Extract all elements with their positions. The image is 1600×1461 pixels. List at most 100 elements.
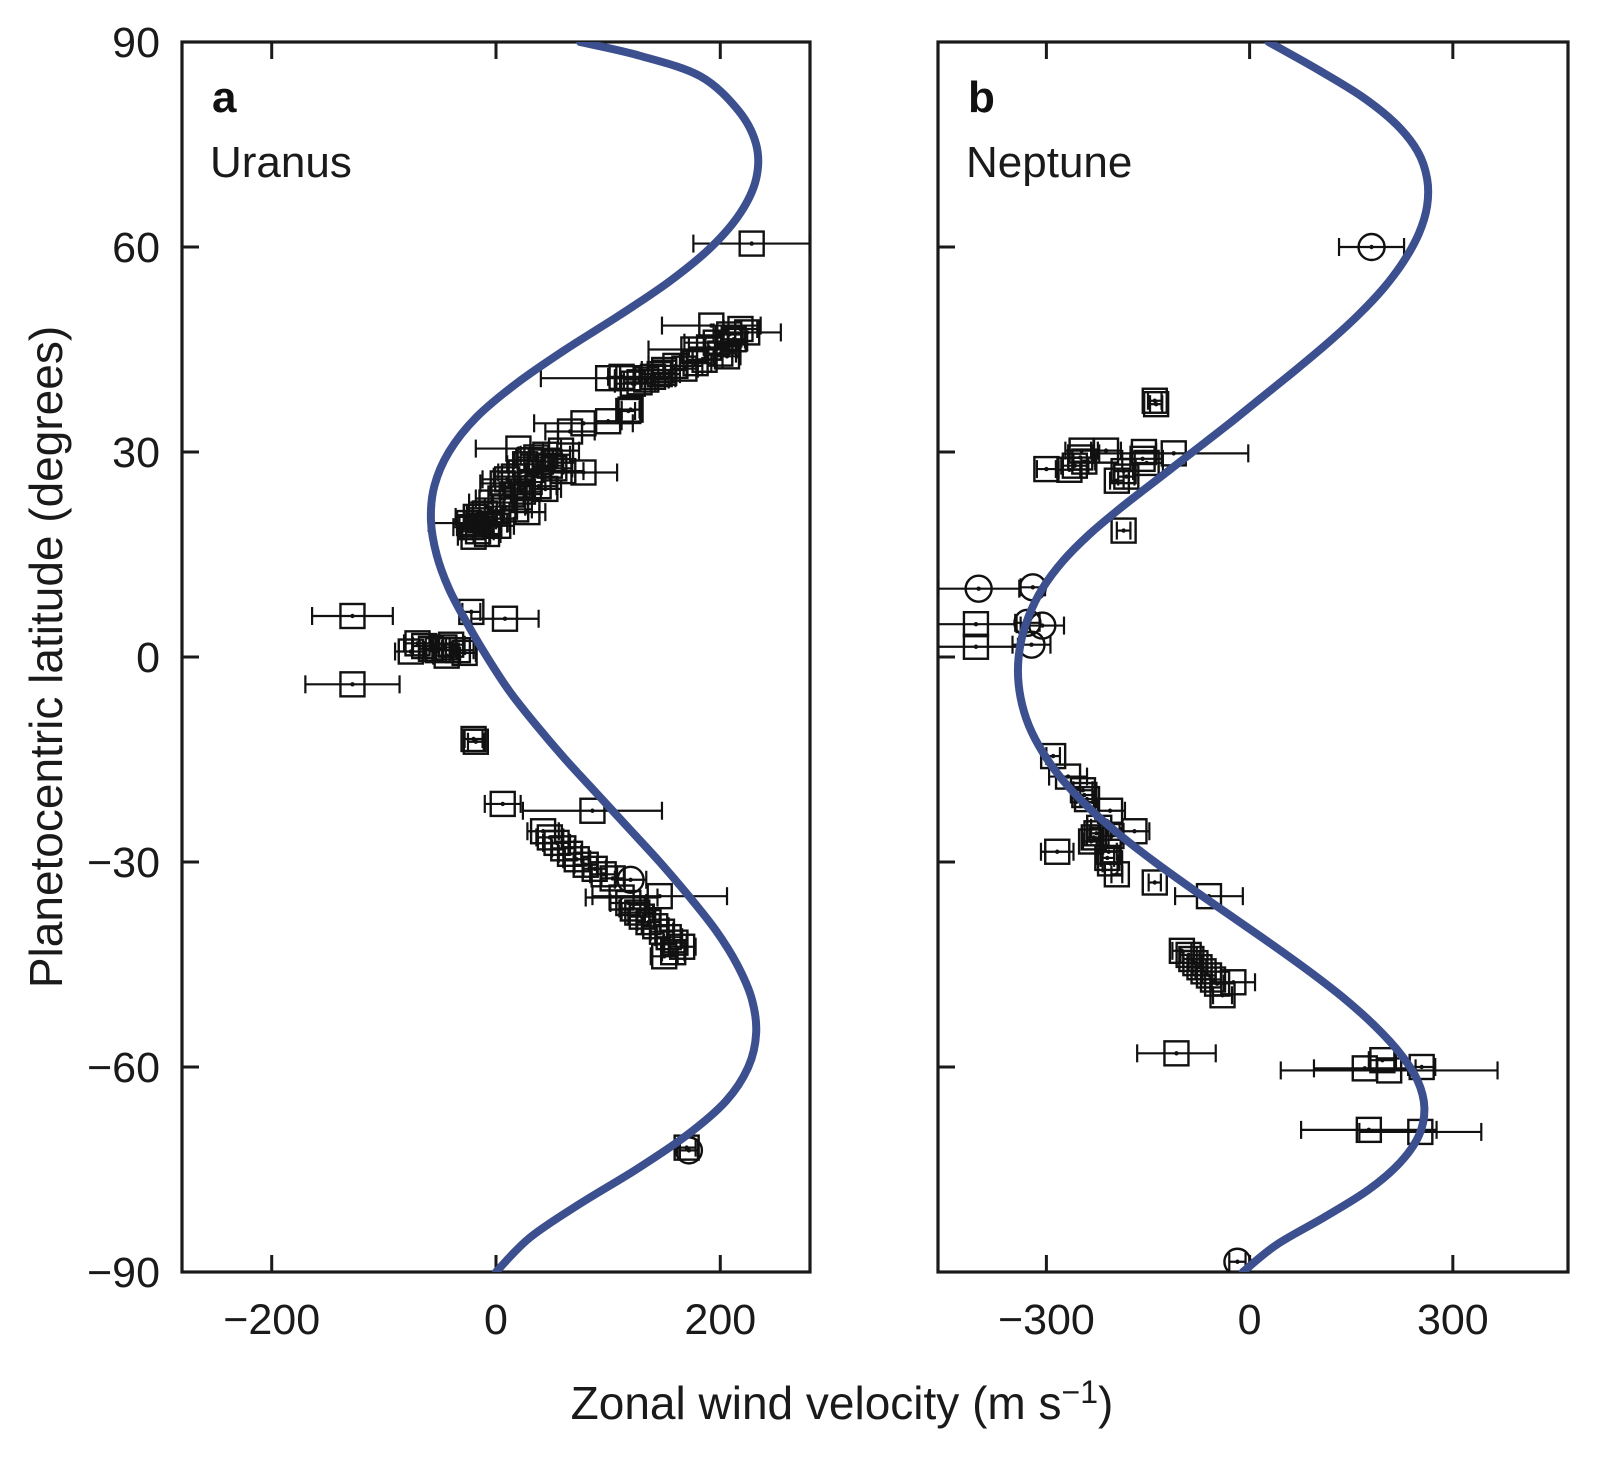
data-point — [393, 638, 428, 665]
data-point — [304, 671, 401, 698]
data-point — [462, 728, 490, 755]
marker-square — [572, 851, 599, 878]
marker-center-dot — [1124, 474, 1129, 479]
marker-center-dot — [662, 954, 667, 959]
marker-center-dot — [543, 486, 548, 492]
y-ticklabel--30: −30 — [87, 839, 160, 887]
marker-center-dot — [628, 877, 633, 882]
marker-center-dot — [581, 470, 586, 475]
marker-center-dot — [1152, 398, 1157, 403]
marker-center-dot — [1094, 831, 1099, 836]
marker-center-dot — [444, 653, 449, 658]
marker-center-dot — [749, 241, 754, 246]
marker-center-dot — [605, 376, 611, 381]
x-axis-title-exponent: −1 — [1062, 1374, 1098, 1410]
marker-center-dot — [973, 644, 979, 649]
marker-center-dot — [408, 649, 413, 654]
x-ticklabel-b-300: 300 — [1417, 1296, 1489, 1344]
data-point — [432, 642, 462, 669]
marker-center-dot — [473, 739, 479, 744]
data-point — [938, 611, 1018, 638]
marker-center-dot — [702, 357, 707, 362]
marker-square — [668, 933, 696, 960]
marker-center-dot — [505, 477, 510, 482]
marker-center-dot — [1082, 459, 1087, 464]
marker-square — [713, 343, 741, 370]
marker-square — [433, 642, 460, 669]
marker-center-dot — [590, 808, 595, 813]
x-axis-title: Zonal wind velocity (m s−1) — [571, 1374, 1114, 1429]
marker-square — [581, 855, 608, 883]
marker-center-dot — [1030, 585, 1036, 590]
data-point — [1060, 452, 1090, 479]
data-point — [470, 605, 540, 632]
panel-title-b: Neptune — [966, 138, 1132, 187]
marker-center-dot — [462, 650, 467, 656]
marker-center-dot — [976, 586, 981, 591]
marker-square — [514, 498, 541, 526]
marker-square — [1056, 456, 1083, 483]
marker-center-dot — [1088, 839, 1094, 844]
panel-letter-a: a — [212, 73, 237, 122]
marker-square — [1080, 824, 1108, 851]
data-point — [938, 574, 1021, 603]
marker-center-dot — [1140, 456, 1145, 462]
marker-square — [556, 418, 584, 445]
y-ticklabel-0: 0 — [136, 634, 160, 682]
marker-square — [339, 671, 366, 698]
panel-b: −300 0 300 b Neptune — [936, 40, 1570, 1344]
marker-square — [1061, 452, 1089, 479]
fit-curve-b — [1013, 42, 1433, 1272]
marker-center-dot — [500, 801, 505, 807]
marker-center-dot — [1091, 835, 1097, 840]
data-point — [1039, 838, 1075, 865]
marker-square — [1071, 448, 1098, 475]
marker-square — [460, 725, 487, 753]
marker-square — [462, 728, 490, 755]
data-point — [599, 865, 626, 892]
x-ticklabel-a-0: 0 — [484, 1296, 508, 1344]
panel-a: 90 60 30 0 −30 −60 −90 −200 0 200 a Uranus — [87, 19, 812, 1344]
marker-center-dot — [679, 944, 685, 949]
marker-center-dot — [630, 906, 636, 911]
marker-center-dot — [1080, 788, 1086, 793]
marker-circle — [1357, 232, 1386, 262]
data-point — [635, 908, 662, 936]
marker-center-dot — [662, 370, 667, 375]
data-point — [1103, 861, 1131, 888]
marker-square — [1094, 844, 1121, 872]
marker-center-dot — [1114, 872, 1120, 877]
marker-square — [525, 472, 552, 500]
marker-square — [550, 457, 577, 485]
marker-center-dot — [1044, 466, 1049, 472]
marker-square — [962, 633, 990, 660]
marker-square — [455, 509, 483, 537]
marker-center-dot — [1067, 467, 1072, 472]
marker-center-dot — [592, 866, 597, 872]
y-ticklabel-30: 30 — [112, 429, 160, 477]
marker-center-dot — [502, 616, 508, 621]
marker-center-dot — [567, 429, 573, 434]
marker-square — [1103, 467, 1131, 494]
marker-center-dot — [498, 496, 503, 501]
marker-square — [651, 359, 678, 386]
data-point — [451, 639, 478, 667]
data-point — [572, 851, 599, 878]
marker-square — [599, 865, 626, 892]
marker-center-dot — [1121, 528, 1126, 533]
marker-square — [451, 639, 478, 667]
marker-center-dot — [1072, 463, 1078, 468]
marker-center-dot — [1109, 833, 1114, 839]
data-point — [1110, 517, 1137, 544]
panel-letter-b: b — [968, 73, 995, 122]
marker-square — [1163, 1040, 1190, 1067]
marker-center-dot — [1114, 478, 1120, 483]
marker-square — [1110, 517, 1137, 544]
data-point — [613, 865, 648, 894]
marker-square — [1141, 869, 1168, 896]
marker-center-dot — [558, 448, 564, 453]
data-point — [1103, 467, 1131, 494]
marker-center-dot — [1029, 642, 1034, 647]
marker-center-dot — [670, 950, 676, 955]
